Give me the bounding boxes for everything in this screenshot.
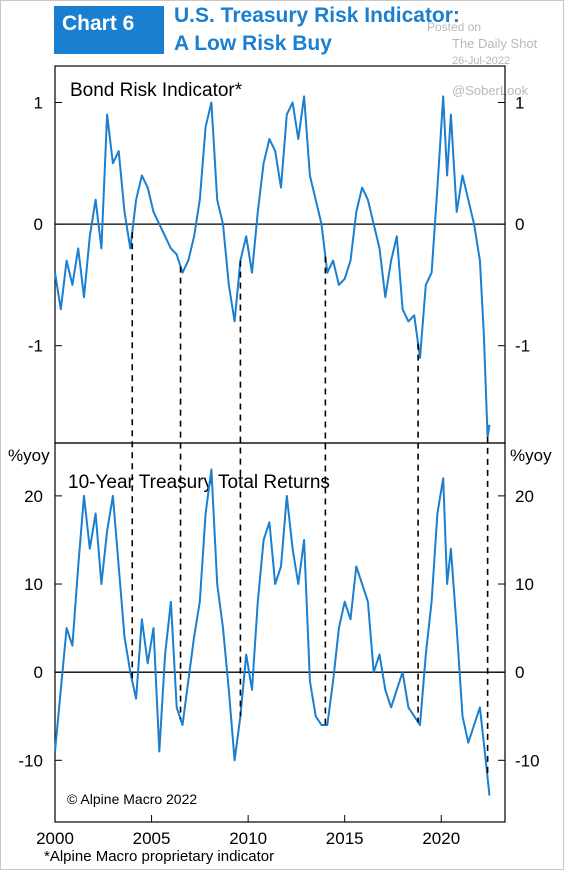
chart-number-text: Chart 6 <box>62 12 135 35</box>
chart-title: U.S. Treasury Risk Indicator: A Low Risk… <box>174 2 460 58</box>
y-tick-label-right: 0 <box>515 215 524 234</box>
y-tick-label-left: 0 <box>34 663 43 682</box>
y-axis-unit-right: %yoy <box>510 446 552 465</box>
panel-1: 1 1 0 0 -1 -1 Bond Risk Indicator* <box>28 65 530 444</box>
panel-frame <box>54 65 506 444</box>
series-line <box>54 468 491 796</box>
x-tick-label: 2005 <box>133 829 171 848</box>
x-tick-label: 2015 <box>326 829 364 848</box>
copyright-annotation: © Alpine Macro 2022 <box>67 791 197 807</box>
x-tick-label: 2000 <box>36 829 74 848</box>
panel-frame <box>54 442 506 823</box>
series-line <box>54 95 491 438</box>
title-line-2: A Low Risk Buy <box>174 32 332 55</box>
y-tick-label-right: 0 <box>515 663 524 682</box>
y-tick-label-left: -10 <box>18 751 43 770</box>
footnote: *Alpine Macro proprietary indicator <box>44 848 275 865</box>
y-tick-label-right: 1 <box>515 93 524 112</box>
watermark-posted: Posted on <box>427 20 482 34</box>
watermark-source: The Daily Shot <box>452 36 538 51</box>
watermark-date: 26-Jul-2022 <box>452 55 511 67</box>
y-axis-unit-left: %yoy <box>8 446 50 465</box>
x-tick-label: 2010 <box>229 829 267 848</box>
y-tick-label-right: 10 <box>515 575 534 594</box>
y-tick-label-right: -10 <box>515 751 540 770</box>
y-tick-label-right: 20 <box>515 487 534 506</box>
panel-title: 10-Year Treasury Total Returns <box>68 472 330 493</box>
y-tick-label-right: -1 <box>515 337 530 356</box>
chart-number-label: Chart 6 <box>54 6 164 54</box>
watermark-handle: @SoberLook <box>452 83 529 98</box>
y-tick-label-left: 20 <box>24 487 43 506</box>
y-tick-label-left: -1 <box>28 337 43 356</box>
y-tick-label-left: 1 <box>34 93 43 112</box>
x-tick-label: 2020 <box>422 829 460 848</box>
y-tick-label-left: 10 <box>24 575 43 594</box>
title-line-1: U.S. Treasury Risk Indicator: <box>174 4 460 27</box>
panel-title: Bond Risk Indicator* <box>70 80 243 101</box>
y-tick-label-left: 0 <box>34 215 43 234</box>
